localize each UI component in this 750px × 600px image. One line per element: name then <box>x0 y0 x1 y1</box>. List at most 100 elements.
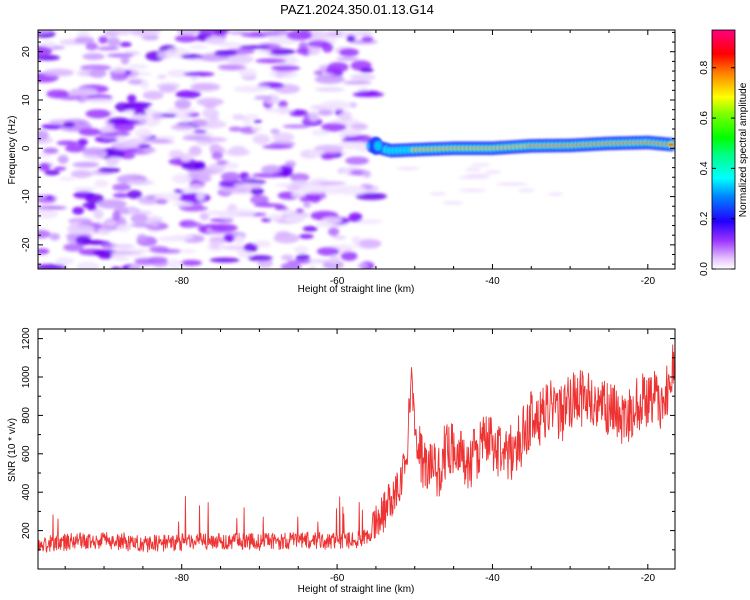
noise-blob <box>111 266 122 269</box>
x-tick-label: -80 <box>174 276 189 287</box>
noise-blob <box>239 45 270 50</box>
noise-blob <box>126 94 137 103</box>
noise-blob <box>166 107 196 115</box>
y-tick-label: 600 <box>21 445 32 462</box>
track-onset <box>374 140 383 151</box>
noise-blob <box>57 154 69 165</box>
noise-blob <box>113 30 133 36</box>
noise-blob <box>196 190 205 201</box>
noise-blob <box>72 161 100 168</box>
noise-blob <box>126 180 155 186</box>
noise-blob <box>175 90 202 99</box>
noise-blob <box>131 223 154 228</box>
noise-blob <box>119 42 132 47</box>
colorbar-tick-label: 0.6 <box>699 111 710 125</box>
noise-blob <box>85 98 115 104</box>
snr-series-line <box>38 338 675 553</box>
noise-blob <box>43 68 75 77</box>
colorbar-tick-label: 0.0 <box>699 262 710 276</box>
noise-blob <box>38 229 51 239</box>
noise-blob <box>85 193 104 204</box>
noise-blob <box>89 68 107 78</box>
noise-blob <box>142 148 157 153</box>
noise-blob <box>252 134 271 145</box>
noise-blob <box>38 54 61 61</box>
noise-blob <box>211 151 223 160</box>
noise-blob <box>64 144 87 153</box>
noise-blob <box>131 114 149 120</box>
noise-blob <box>85 109 112 119</box>
noise-blob <box>198 30 229 35</box>
x-tick-label: -40 <box>485 573 500 584</box>
noise-blob <box>224 162 239 170</box>
noise-blob <box>38 46 53 57</box>
noise-blob <box>232 114 245 121</box>
noise-blob <box>320 153 335 160</box>
noise-blob <box>303 201 312 208</box>
noise-blob <box>254 240 271 248</box>
noise-blob <box>97 167 121 173</box>
noise-blob <box>317 109 334 116</box>
noise-blob <box>547 192 563 196</box>
noise-blob <box>442 201 464 205</box>
noise-blob <box>357 263 369 268</box>
noise-blob <box>208 162 227 172</box>
noise-blob <box>78 128 102 136</box>
noise-blob <box>85 42 98 51</box>
noise-blob <box>320 100 352 110</box>
noise-blob <box>227 30 252 35</box>
noise-blob <box>209 143 221 154</box>
noise-blob <box>45 195 54 200</box>
noise-blob <box>111 141 136 150</box>
noise-blob <box>268 213 283 221</box>
noise-blob <box>210 223 238 233</box>
noise-blob <box>44 169 60 176</box>
noise-blob <box>183 71 215 77</box>
noise-blob <box>291 191 306 198</box>
noise-blob <box>155 198 168 205</box>
noise-blob <box>199 212 210 221</box>
x-tick-label: -20 <box>641 276 656 287</box>
noise-blob <box>270 65 301 72</box>
noise-blob <box>209 257 240 263</box>
noise-blob <box>127 64 148 69</box>
noise-blob <box>62 121 76 128</box>
noise-blob <box>111 119 141 125</box>
noise-blob <box>172 202 194 207</box>
noise-blob <box>357 219 383 224</box>
noise-blob <box>190 82 221 92</box>
noise-blob <box>314 87 345 92</box>
noise-blob <box>116 224 131 232</box>
noise-blob <box>205 36 226 44</box>
colorbar <box>711 29 736 270</box>
noise-blob <box>112 210 121 222</box>
noise-blob <box>111 244 135 249</box>
noise-blob <box>178 153 196 158</box>
noise-blob <box>58 177 75 181</box>
noise-blob <box>288 109 308 117</box>
noise-blob <box>328 227 340 237</box>
y-tick-label: 800 <box>21 407 32 424</box>
noise-blob <box>262 144 293 149</box>
noise-blob <box>38 263 67 269</box>
noise-blob <box>107 37 121 47</box>
noise-blob <box>186 222 203 228</box>
noise-blob <box>228 126 243 132</box>
noise-blob <box>496 182 528 186</box>
noise-blob <box>361 36 374 43</box>
noise-blob <box>484 170 502 174</box>
y-tick-label: 0 <box>21 145 32 151</box>
noise-blob <box>214 49 238 57</box>
noise-blob <box>269 48 296 55</box>
noise-blob <box>250 187 264 196</box>
noise-blob <box>346 34 356 43</box>
y-tick-label: -10 <box>21 189 32 204</box>
colorbar-ticks: 0.0 0.2 0.4 0.6 0.8 <box>699 60 735 276</box>
noise-blob <box>350 123 368 131</box>
noise-blob <box>316 247 340 256</box>
noise-blob <box>261 218 272 223</box>
x-tick-label: -60 <box>330 276 345 287</box>
noise-blob <box>180 249 197 254</box>
noise-blob <box>348 212 363 223</box>
noise-blob <box>70 88 98 95</box>
